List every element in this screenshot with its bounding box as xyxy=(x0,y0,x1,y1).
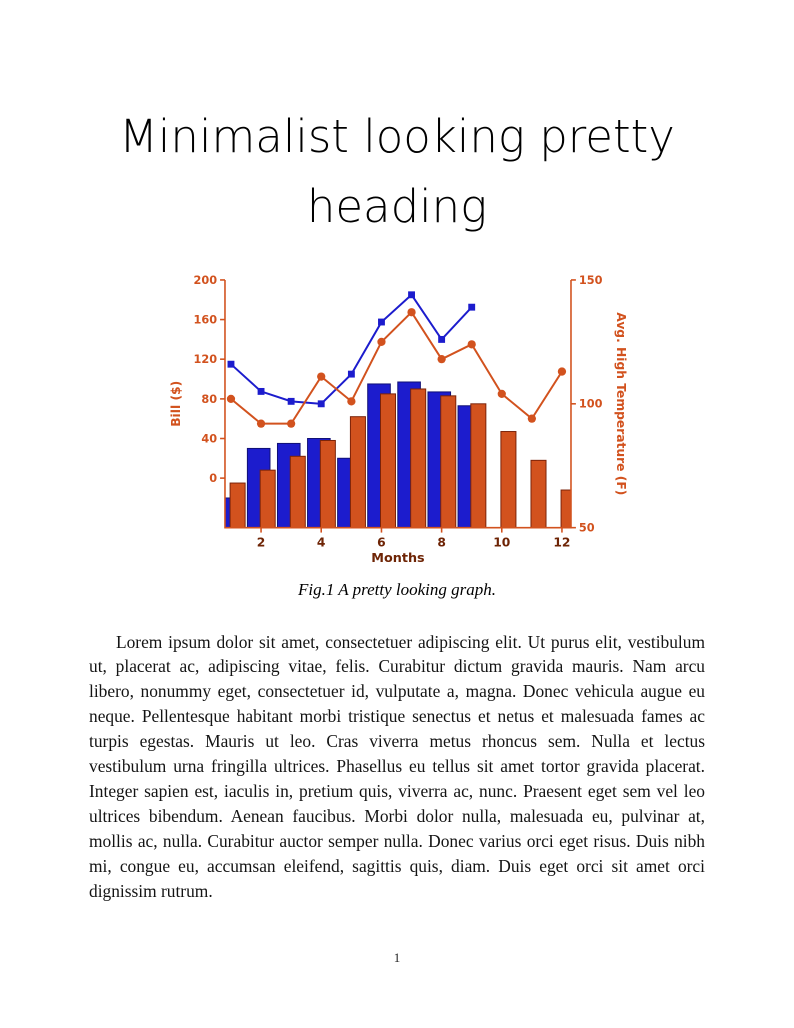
svg-text:100: 100 xyxy=(579,397,603,410)
figure-caption: Fig.1 A pretty looking graph. xyxy=(297,579,496,599)
svg-text:12: 12 xyxy=(553,535,570,549)
figure: 0 40 80 120 160 200 50 100 150 2 4 6 8 10 12 Months Bill… xyxy=(0,268,794,600)
bill-temperature-chart: 0 40 80 120 160 200 50 100 150 2 4 6 8 10 12 Months Bill… xyxy=(169,273,628,566)
svg-text:150: 150 xyxy=(579,273,603,286)
page-title: Minimalist looking pretty heading xyxy=(0,0,794,242)
svg-text:160: 160 xyxy=(194,313,218,326)
svg-text:10: 10 xyxy=(493,535,510,549)
svg-text:6: 6 xyxy=(377,535,386,549)
svg-text:200: 200 xyxy=(194,273,218,286)
svg-text:120: 120 xyxy=(194,353,218,366)
svg-text:40: 40 xyxy=(201,432,217,445)
svg-text:4: 4 xyxy=(317,535,326,549)
svg-text:2: 2 xyxy=(257,535,266,549)
svg-text:Bill ($): Bill ($) xyxy=(169,380,183,426)
page-title-line1: Minimalist looking pretty xyxy=(119,110,675,163)
page-number: 1 xyxy=(393,950,401,965)
svg-text:80: 80 xyxy=(201,392,217,405)
svg-text:Avg. High Temperature (F): Avg. High Temperature (F) xyxy=(614,312,628,495)
svg-text:Months: Months xyxy=(371,551,424,566)
svg-text:50: 50 xyxy=(579,521,595,534)
svg-text:0: 0 xyxy=(209,472,217,485)
body-paragraph: Lorem ipsum dolor sit amet, consectetuer… xyxy=(89,631,705,902)
page-title-line2: heading xyxy=(306,179,488,233)
svg-text:8: 8 xyxy=(437,535,446,549)
